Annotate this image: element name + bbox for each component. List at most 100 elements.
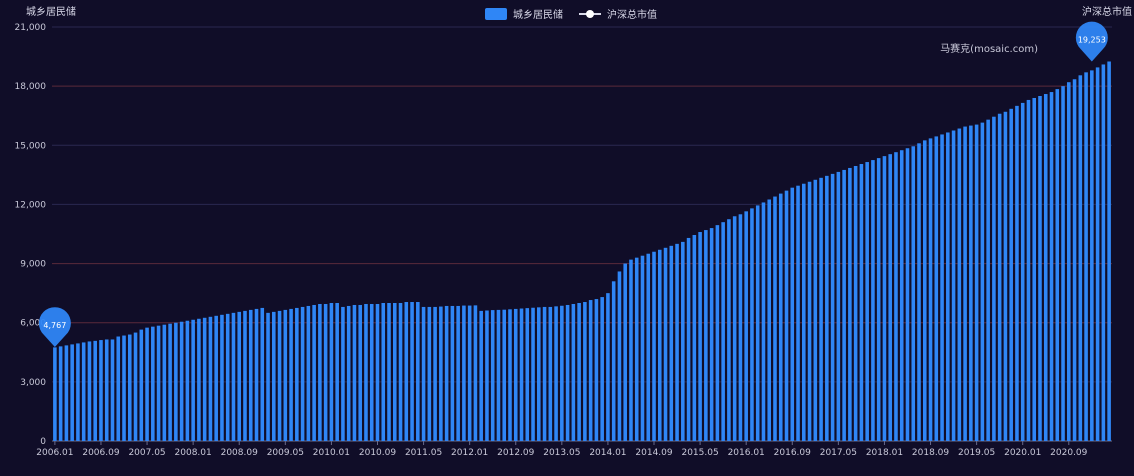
bar <box>151 326 155 441</box>
bar <box>928 138 933 441</box>
legend-line-label[interactable]: 沪深总市值 <box>607 10 657 21</box>
bar <box>560 305 564 441</box>
bar <box>905 148 910 441</box>
bar <box>364 303 368 441</box>
bar <box>882 156 887 441</box>
bar <box>802 183 806 441</box>
x-tick-label: 2019.05 <box>958 448 995 458</box>
bar <box>392 303 397 441</box>
bar <box>87 341 92 441</box>
bar <box>663 247 668 441</box>
bar <box>1055 89 1060 441</box>
legend-bar-label[interactable]: 城乡居民储 <box>513 10 563 21</box>
legend-line-swatch[interactable] <box>579 8 601 20</box>
legend-bar-swatch[interactable] <box>485 7 507 20</box>
bar <box>179 321 184 441</box>
bar <box>162 324 167 441</box>
bar <box>283 309 288 441</box>
bar <box>1015 105 1019 441</box>
bar <box>156 325 161 441</box>
bar <box>99 340 103 441</box>
bar <box>686 237 691 441</box>
bar <box>381 303 386 441</box>
bar <box>606 293 610 441</box>
x-tick-label: 2020.01 <box>1004 448 1041 458</box>
bar <box>248 309 253 441</box>
x-tick-label: 2006.01 <box>36 448 73 458</box>
bar <box>456 305 460 441</box>
bar <box>295 307 299 441</box>
bar <box>611 281 616 441</box>
y-axis-title: 城乡居民储 <box>26 7 76 18</box>
markpoint-pin <box>1075 21 1108 62</box>
bar <box>871 160 875 442</box>
bar <box>969 125 973 442</box>
bar <box>669 245 674 441</box>
y-tick-label: 6,000 <box>20 319 46 329</box>
bar <box>767 199 772 441</box>
bar <box>375 303 380 441</box>
bar <box>168 323 172 441</box>
bar <box>358 304 362 441</box>
bar <box>421 306 426 441</box>
bar <box>750 208 754 441</box>
bar <box>1084 72 1088 441</box>
bar <box>537 307 541 441</box>
bar <box>76 343 80 441</box>
bar <box>266 312 270 441</box>
bar <box>300 306 305 441</box>
x-tick-label: 2018.09 <box>912 448 949 458</box>
bar <box>853 165 858 441</box>
bar <box>594 299 599 441</box>
bar <box>410 302 414 441</box>
bar <box>1049 92 1054 442</box>
bar <box>502 309 507 441</box>
bar <box>542 306 547 441</box>
bar <box>755 205 760 441</box>
bar <box>761 202 766 441</box>
markpoint-label: 4,767 <box>43 321 66 330</box>
markpoint-pin <box>38 307 71 348</box>
bar <box>1043 94 1048 442</box>
bar <box>957 128 962 441</box>
bar <box>110 339 115 441</box>
bar <box>548 306 553 441</box>
bar <box>243 310 247 441</box>
y-tick-label: 9,000 <box>20 260 46 270</box>
bar <box>888 154 892 441</box>
bar <box>554 306 558 441</box>
bar <box>519 308 524 441</box>
bar <box>571 303 576 441</box>
bar <box>738 214 743 441</box>
y-tick-label: 18,000 <box>15 82 47 92</box>
bar <box>652 251 656 441</box>
bar <box>1003 111 1008 442</box>
bar <box>104 339 109 441</box>
bar <box>617 271 622 441</box>
bar <box>848 167 852 441</box>
bar <box>940 134 944 441</box>
bar <box>646 253 651 441</box>
bar <box>277 310 282 441</box>
bar <box>986 119 990 442</box>
y-tick-label: 12,000 <box>15 200 47 210</box>
bar <box>369 303 374 441</box>
bar <box>197 318 201 441</box>
bar <box>1020 102 1025 442</box>
bar <box>1101 64 1106 441</box>
bar <box>139 329 144 441</box>
bar <box>513 308 518 441</box>
bar <box>1038 96 1042 441</box>
bar <box>790 187 795 441</box>
bar <box>174 322 178 441</box>
x-tick-label: 2020.09 <box>1050 448 1087 458</box>
bar <box>352 304 357 441</box>
bar <box>225 313 230 441</box>
bar <box>427 306 432 441</box>
bar <box>133 332 138 441</box>
bar <box>721 222 725 441</box>
bar <box>1032 97 1037 441</box>
bar <box>398 303 403 441</box>
bar <box>577 303 581 441</box>
bar <box>260 307 265 441</box>
